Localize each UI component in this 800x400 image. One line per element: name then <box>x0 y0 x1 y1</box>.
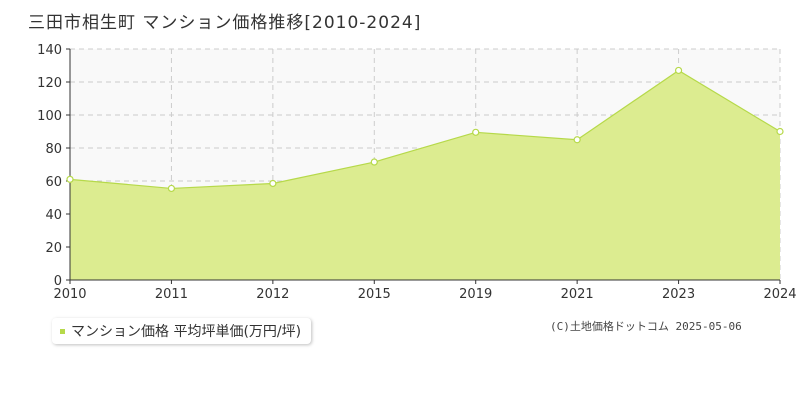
y-tick-label: 40 <box>45 208 62 223</box>
data-point <box>66 175 74 183</box>
x-tick-label: 2019 <box>459 287 492 302</box>
x-tick-label: 2015 <box>358 287 391 302</box>
chart-title: 三田市相生町 マンション価格推移[2010-2024] <box>28 13 422 33</box>
x-tick-labels: 2010 2011 2012 2015 2019 2021 2023 2024 <box>53 287 796 302</box>
area-series <box>69 69 781 280</box>
x-tick-label: 2012 <box>256 287 289 302</box>
data-point <box>370 158 378 166</box>
y-tick-label: 80 <box>45 142 62 157</box>
y-tick-label: 140 <box>37 43 62 58</box>
x-tick-label: 2024 <box>763 287 796 302</box>
data-point <box>776 127 784 136</box>
y-tick-label: 120 <box>37 76 62 91</box>
series-line <box>69 69 781 190</box>
x-tick-label: 2011 <box>155 287 188 302</box>
data-point <box>573 136 581 144</box>
y-tick-label: 60 <box>45 175 62 190</box>
data-points <box>66 66 784 193</box>
data-point <box>674 66 683 75</box>
data-point <box>472 128 480 136</box>
data-point <box>167 184 176 193</box>
y-tick-label: 20 <box>45 241 62 256</box>
y-tick-label: 100 <box>37 109 62 124</box>
y-tick-label: 0 <box>54 274 62 289</box>
legend-marker-icon <box>60 328 65 334</box>
x-tick-label: 2023 <box>662 287 695 302</box>
legend-label: マンション価格 平均坪単価(万円/坪) <box>71 324 302 340</box>
axes <box>66 48 781 284</box>
data-point <box>269 179 277 188</box>
x-tick-label: 2021 <box>561 287 594 302</box>
credit-text: (C)土地価格ドットコム 2025-05-06 <box>550 320 742 333</box>
x-tick-label: 2010 <box>53 287 86 302</box>
y-tick-labels: 0 20 40 60 80 100 120 140 <box>37 43 62 289</box>
legend: マンション価格 平均坪単価(万円/坪) <box>52 318 312 344</box>
